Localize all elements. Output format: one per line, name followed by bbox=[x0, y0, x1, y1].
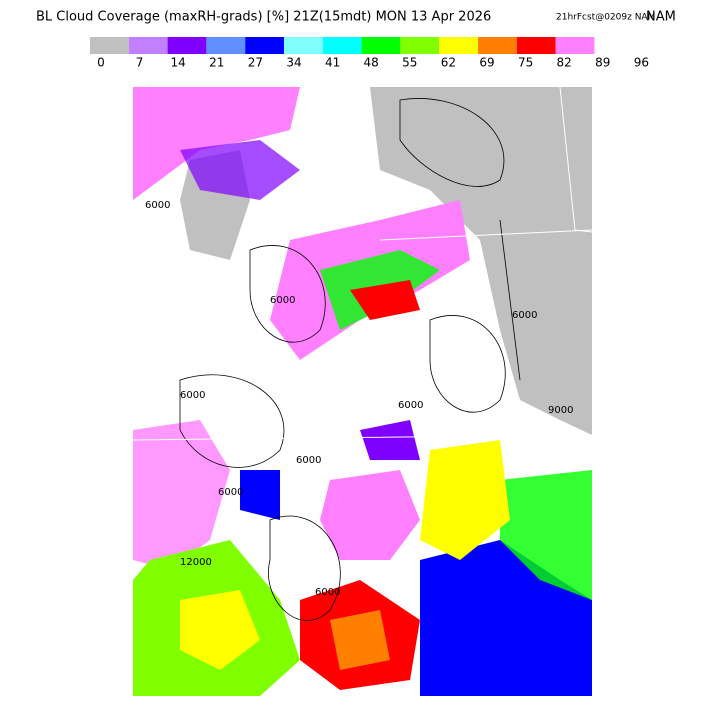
state-boundary bbox=[132, 86, 593, 441]
cloud-area bbox=[133, 87, 300, 200]
colorbar-label: 82 bbox=[557, 56, 572, 70]
contour bbox=[179, 374, 285, 468]
contour-labels: 6000 6000 6000 6000 6000 6000 6000 9000 12000 600… bbox=[145, 200, 573, 598]
cloud-area bbox=[330, 610, 390, 670]
colorbar-label: 75 bbox=[518, 56, 533, 70]
cloud-area bbox=[240, 470, 280, 520]
cloud-area bbox=[500, 470, 592, 600]
contour-label: 6000 bbox=[512, 310, 537, 321]
cloud-area bbox=[360, 420, 420, 460]
colorbar-swatch bbox=[322, 37, 362, 54]
contour-label: 6000 bbox=[218, 487, 243, 498]
colorbar-label: 0 bbox=[97, 56, 105, 70]
cloud-area bbox=[180, 590, 260, 670]
colorbar-label: 62 bbox=[441, 56, 456, 70]
contour bbox=[499, 219, 521, 381]
colorbar-swatch bbox=[555, 37, 595, 54]
title: BL Cloud Coverage (maxRH-grads) [%] 21Z(… bbox=[36, 10, 491, 25]
cloud-area bbox=[180, 140, 300, 200]
colorbar-swatch bbox=[478, 37, 517, 54]
colorbar-swatch bbox=[167, 37, 207, 54]
contour-label: 6000 bbox=[315, 587, 340, 598]
colorbar-label: 48 bbox=[364, 56, 379, 70]
cloud-area bbox=[350, 280, 420, 320]
cloud-area bbox=[320, 470, 420, 560]
contour bbox=[249, 245, 326, 343]
colorbar-label: 7 bbox=[136, 56, 144, 70]
colorbar-label: 55 bbox=[402, 56, 417, 70]
cloud-area bbox=[420, 440, 510, 560]
model-name: NAM bbox=[646, 10, 676, 25]
contour-label: 6000 bbox=[296, 455, 321, 466]
contour bbox=[399, 98, 505, 187]
map-field: 6000 6000 6000 6000 6000 6000 6000 9000 12000 600… bbox=[132, 86, 593, 696]
colorbar-label: 89 bbox=[595, 56, 610, 70]
colorbar-label: 96 bbox=[634, 56, 649, 70]
forecast-info: 21hrFcst@0209z NAM bbox=[556, 13, 655, 23]
contour bbox=[429, 315, 506, 413]
colorbar-swatch bbox=[439, 37, 478, 54]
colorbar-swatch bbox=[516, 37, 556, 54]
contour-label: 6000 bbox=[180, 390, 205, 401]
contour-label: 6000 bbox=[398, 400, 423, 411]
colorbar-label: 69 bbox=[479, 56, 494, 70]
colorbar-label: 14 bbox=[171, 56, 186, 70]
colorbar-label: 21 bbox=[209, 56, 224, 70]
colorbar-label: 34 bbox=[286, 56, 301, 70]
colorbar-swatch bbox=[400, 37, 440, 54]
colorbar-swatch bbox=[206, 37, 246, 54]
colorbar-label: 41 bbox=[325, 56, 340, 70]
cloud-area bbox=[133, 420, 230, 570]
gray-region bbox=[370, 87, 592, 435]
colorbar-swatch bbox=[361, 37, 401, 54]
contour-label: 9000 bbox=[548, 405, 573, 416]
colorbar-swatch bbox=[245, 37, 284, 54]
contour-label: 6000 bbox=[145, 200, 170, 211]
colorbar-swatch bbox=[284, 37, 323, 54]
contour bbox=[268, 515, 341, 621]
colorbar: 0 7 14 21 27 34 41 48 55 62 69 75 82 89 96 bbox=[90, 37, 649, 70]
contour-label: 6000 bbox=[270, 295, 295, 306]
contour-label: 12000 bbox=[180, 557, 212, 568]
colorbar-swatch bbox=[128, 37, 168, 54]
colorbar-swatch bbox=[90, 37, 129, 54]
colorbar-label: 27 bbox=[248, 56, 263, 70]
